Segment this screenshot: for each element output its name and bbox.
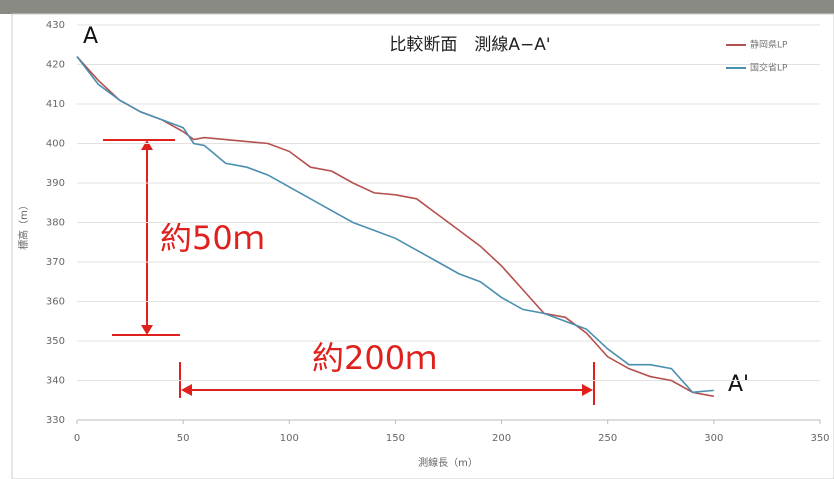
x-tick-label: 0: [74, 433, 80, 444]
y-axis-label: 標高（m）: [17, 200, 30, 250]
y-tick-label: 380: [46, 218, 65, 229]
photo-strip: [0, 0, 834, 14]
annotation: 約50ｍ: [160, 219, 265, 257]
series-line: [76, 56, 714, 394]
x-tick-label: 300: [704, 433, 723, 444]
y-tick-label: 360: [46, 297, 65, 308]
x-tick-label: 250: [598, 433, 617, 444]
y-tick-label: 330: [46, 415, 65, 426]
y-tick-label: 410: [46, 99, 65, 110]
chart-frame: [11, 13, 834, 479]
legend-label: 国交省LP: [750, 62, 788, 74]
x-tick-label: 150: [386, 433, 405, 444]
y-tick-label: 370: [46, 257, 65, 268]
x-axis-label: 測線長（m）: [418, 456, 478, 469]
x-tick-label: 50: [177, 433, 190, 444]
annotation: A: [83, 24, 98, 49]
annotation: 約200ｍ: [312, 339, 437, 377]
y-tick-label: 430: [46, 20, 65, 31]
chart-title: 比較断面 測線A−A': [389, 35, 550, 55]
x-tick-label: 200: [492, 433, 511, 444]
y-tick-label: 350: [46, 336, 65, 347]
y-tick-label: 340: [46, 376, 65, 387]
series-line: [76, 56, 715, 398]
x-tick-label: 100: [280, 433, 299, 444]
legend-label: 静岡県LP: [750, 39, 788, 51]
y-tick-label: 400: [46, 139, 65, 150]
y-tick-label: 420: [46, 60, 65, 71]
annotation: A': [728, 372, 749, 397]
x-tick-label: 350: [810, 433, 829, 444]
y-tick-label: 390: [46, 178, 65, 189]
